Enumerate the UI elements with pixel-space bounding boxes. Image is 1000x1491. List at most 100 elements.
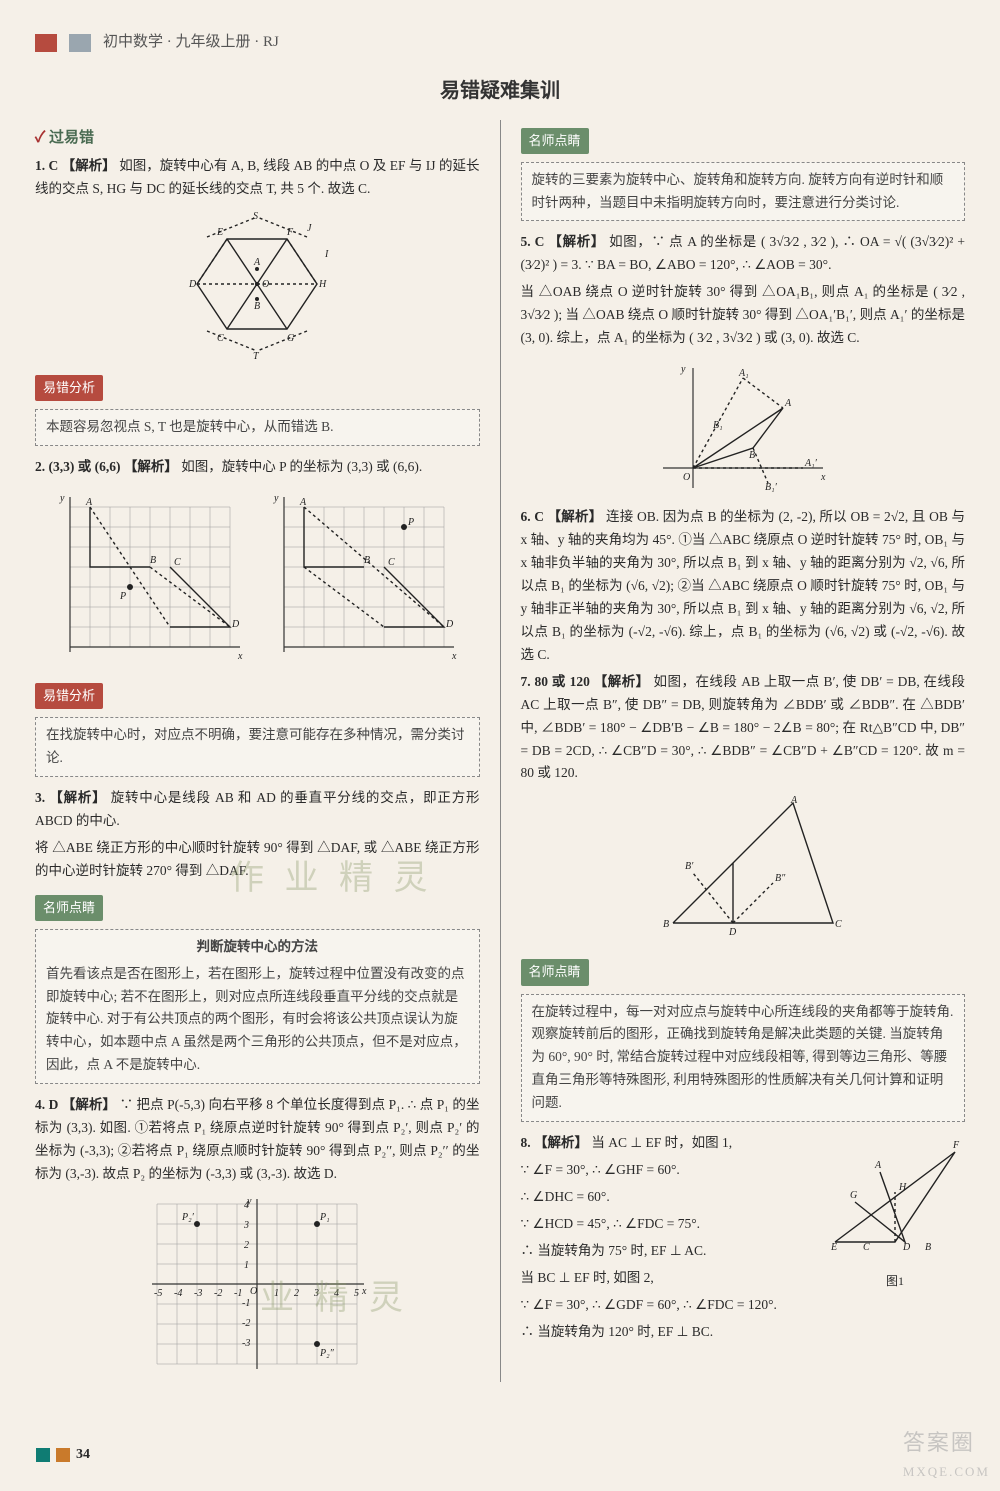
q8-l2: ∵ ∠F = 30°, ∴ ∠GHF = 60°. xyxy=(521,1159,816,1182)
section-guoyicuo: 过易错 xyxy=(35,126,94,152)
page-header: 初中数学 · 九年级上册 · RJ xyxy=(35,30,965,56)
svg-text:F: F xyxy=(952,1140,960,1151)
svg-text:B″: B″ xyxy=(775,873,786,884)
q2-grid-figures: xy A B C D P xyxy=(35,487,480,667)
svg-text:I: I xyxy=(324,249,329,260)
q2-text: 2. (3,3) 或 (6,6) 【解析】 如图，旋转中心 P 的坐标为 (3,… xyxy=(35,456,480,479)
svg-text:J: J xyxy=(307,223,312,234)
svg-text:4: 4 xyxy=(334,1288,339,1299)
svg-text:x: x xyxy=(237,651,243,662)
svg-text:A₁′: A₁′ xyxy=(804,458,818,469)
svg-text:O: O xyxy=(683,472,690,483)
error-analysis-box-1: 本题容易忽视点 S, T 也是旋转中心，从而错选 B. xyxy=(35,409,480,446)
error-analysis-tag-2: 易错分析 xyxy=(35,683,103,709)
logo-grey-block xyxy=(69,34,91,52)
svg-text:2: 2 xyxy=(244,1240,249,1251)
q7-figure: A B C D B′ B″ xyxy=(521,793,966,943)
svg-text:B: B xyxy=(150,555,156,566)
teacher-box-1: 判断旋转中心的方法 首先看该点是否在图形上，若在图形上，旋转过程中位置没有改变的… xyxy=(35,929,480,1085)
q3-text1: 3. 【解析】 旋转中心是线段 AB 和 AD 的垂直平分线的交点，即正方形 A… xyxy=(35,787,480,833)
fig1-label: 图1 xyxy=(825,1271,965,1291)
q4-text: 4. D 【解析】 ∵ 把点 P(-5,3) 向右平移 8 个单位长度得到点 P… xyxy=(35,1094,480,1186)
svg-text:2: 2 xyxy=(294,1288,299,1299)
svg-text:A₁: A₁ xyxy=(738,368,749,379)
page-number: 34 xyxy=(76,1443,90,1467)
svg-text:A: A xyxy=(253,257,261,268)
svg-text:B: B xyxy=(254,301,260,312)
svg-text:E: E xyxy=(830,1242,837,1253)
svg-text:A: A xyxy=(874,1160,882,1171)
teacher-box-2: 旋转的三要素为旋转中心、旋转角和旋转方向. 旋转方向有逆时针和顺时针两种，当题目… xyxy=(521,162,966,222)
q5-text1: 5. C 【解析】 如图，∵ 点 A 的坐标是 ( 3√3⁄2 , 3⁄2 ),… xyxy=(521,231,966,277)
svg-text:1: 1 xyxy=(274,1288,279,1299)
q2-body: 如图，旋转中心 P 的坐标为 (3,3) 或 (6,6). xyxy=(181,459,422,474)
svg-text:F: F xyxy=(286,227,294,238)
svg-text:D: D xyxy=(902,1242,911,1253)
corner-watermark: 答案圈 MXQE.COM xyxy=(903,1424,990,1483)
svg-text:-3: -3 xyxy=(242,1338,250,1349)
error-analysis-tag-1: 易错分析 xyxy=(35,375,103,401)
svg-text:D: D xyxy=(728,927,737,938)
svg-text:P₁: P₁ xyxy=(319,1212,330,1223)
svg-text:B: B xyxy=(749,450,755,461)
teacher-box-1-title: 判断旋转中心的方法 xyxy=(46,936,469,959)
q5-figure: xy O A A₁ A₁′ B B₁ B₁′ xyxy=(521,358,966,498)
left-column: 过易错 1. C 【解析】 如图，旋转中心有 A, B, 线段 AB 的中点 O… xyxy=(35,120,480,1383)
svg-text:D: D xyxy=(231,619,240,630)
svg-text:1: 1 xyxy=(244,1260,249,1271)
svg-text:-3: -3 xyxy=(194,1288,202,1299)
svg-text:-5: -5 xyxy=(154,1288,162,1299)
error-analysis-text-1: 本题容易忽视点 S, T 也是旋转中心，从而错选 B. xyxy=(46,419,334,434)
q5-head: 5. C 【解析】 xyxy=(521,234,606,249)
svg-text:x: x xyxy=(361,1286,367,1297)
svg-text:5: 5 xyxy=(354,1288,359,1299)
q3-text2: 将 △ABE 绕正方形的中心顺时针旋转 90° 得到 △DAF, 或 △ABE … xyxy=(35,837,480,883)
footer-teal-block xyxy=(36,1448,50,1462)
svg-text:O: O xyxy=(250,1286,257,1297)
q8-l1: 当 AC ⊥ EF 时，如图 1, xyxy=(591,1135,732,1150)
svg-text:-2: -2 xyxy=(214,1288,222,1299)
q8-l5: ∴ 当旋转角为 75° 时, EF ⊥ AC. xyxy=(521,1240,816,1263)
q7-head: 7. 80 或 120 【解析】 xyxy=(521,674,650,689)
svg-text:G: G xyxy=(850,1190,857,1201)
q8-l3: ∴ ∠DHC = 60°. xyxy=(521,1186,816,1209)
svg-text:H: H xyxy=(898,1182,907,1193)
teacher-box-3-text: 在旋转过程中，每一对对应点与旋转中心所连线段的夹角都等于旋转角. 观察旋转前后的… xyxy=(532,1004,954,1111)
logo-red-block xyxy=(35,34,57,52)
q1-text: 1. C 【解析】 如图，旋转中心有 A, B, 线段 AB 的中点 O 及 E… xyxy=(35,155,480,201)
q4-head: 4. D 【解析】 xyxy=(35,1097,116,1112)
q8-l8: ∴ 当旋转角为 120° 时, EF ⊥ BC. xyxy=(521,1321,816,1344)
svg-text:B₁′: B₁′ xyxy=(765,482,778,493)
svg-text:C: C xyxy=(835,919,842,930)
svg-text:y: y xyxy=(680,364,686,375)
svg-text:x: x xyxy=(451,651,457,662)
svg-text:P: P xyxy=(119,591,126,602)
subject-label: 初中数学 · 九年级上册 · RJ xyxy=(103,30,279,56)
svg-text:B₁: B₁ xyxy=(713,420,723,431)
main-title: 易错疑难集训 xyxy=(35,74,965,108)
teacher-tag-1: 名师点睛 xyxy=(35,895,103,921)
q8-l6: 当 BC ⊥ EF 时, 如图 2, xyxy=(521,1267,816,1290)
q5-text2: 当 △OAB 绕点 O 逆时针旋转 30° 得到 △OA₁B₁, 则点 A₁ 的… xyxy=(521,281,966,350)
q8-l4: ∵ ∠HCD = 45°, ∴ ∠FDC = 75°. xyxy=(521,1213,816,1236)
svg-text:H: H xyxy=(318,279,327,290)
svg-text:P₂″: P₂″ xyxy=(319,1348,335,1359)
svg-text:P: P xyxy=(407,517,414,528)
q4-coord-figure: xy O -5-4 -3-2 -1 12 34 5 12 34 -1-2 -3 … xyxy=(35,1194,480,1374)
svg-text:A: A xyxy=(790,795,798,806)
q8-line0: 8. 【解析】 当 AC ⊥ EF 时，如图 1, xyxy=(521,1132,816,1155)
q6-text: 6. C 【解析】 连接 OB. 因为点 B 的坐标为 (2, -2), 所以 … xyxy=(521,506,966,667)
q8-figure-wrap: E D F A B C G H 图1 xyxy=(825,1132,965,1291)
svg-text:4: 4 xyxy=(244,1200,249,1211)
teacher-box-1-text: 首先看该点是否在图形上，若在图形上，旋转过程中位置没有改变的点即旋转中心; 若不… xyxy=(46,966,467,1073)
teacher-box-3: 在旋转过程中，每一对对应点与旋转中心所连线段的夹角都等于旋转角. 观察旋转前后的… xyxy=(521,994,966,1123)
svg-text:S: S xyxy=(253,211,258,222)
svg-text:y: y xyxy=(59,493,65,504)
svg-text:3: 3 xyxy=(313,1288,319,1299)
svg-text:C: C xyxy=(388,557,395,568)
q8-head: 8. 【解析】 xyxy=(521,1135,589,1150)
q2-head: 2. (3,3) 或 (6,6) 【解析】 xyxy=(35,459,178,474)
q7-text: 7. 80 或 120 【解析】 如图，在线段 AB 上取一点 B′, 使 DB… xyxy=(521,671,966,786)
two-column-layout: 过易错 1. C 【解析】 如图，旋转中心有 A, B, 线段 AB 的中点 O… xyxy=(35,120,965,1383)
svg-text:B: B xyxy=(364,555,370,566)
